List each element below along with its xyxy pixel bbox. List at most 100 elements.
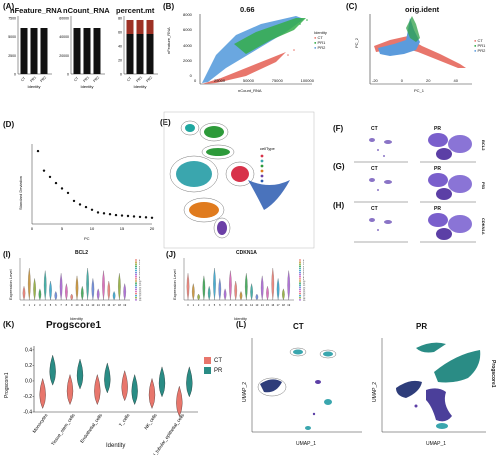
- panel-e-umap: cellType: [163, 111, 315, 249]
- elbow-point: [144, 216, 148, 219]
- panel-a-xtick: PR1: [135, 75, 143, 83]
- panel-d-xtick: 0: [31, 226, 34, 231]
- panel-c-xlabel: PC_1: [414, 88, 425, 93]
- panel-k-label: (K): [3, 320, 15, 329]
- violin-PR: [186, 366, 193, 398]
- legend-label: 16: [139, 294, 142, 296]
- elbow-point: [72, 199, 76, 203]
- legend-dot: [135, 280, 137, 282]
- legend-label: 7: [139, 275, 141, 277]
- violin-shape: [197, 293, 200, 301]
- panel-a-xlabel: Identity: [134, 84, 147, 89]
- legend-label: 3: [303, 266, 305, 268]
- violin-shape: [202, 275, 206, 301]
- violin-xtick: 13: [255, 303, 258, 307]
- legend-label: 4: [139, 268, 141, 270]
- legend-label: 14: [303, 289, 306, 291]
- panel-k-ytick: 0.4: [25, 347, 32, 353]
- violin-xtick: 13: [91, 303, 94, 307]
- violin-xtick: 12: [86, 303, 89, 307]
- legend-label: 10: [303, 281, 306, 283]
- panel-d-chart: 0 5 10 15 20: [31, 144, 155, 231]
- legend-label: 0: [303, 260, 305, 262]
- legend-dot: [299, 282, 301, 284]
- violin-xtick: 19: [287, 303, 290, 307]
- violin-xtick: 5: [214, 303, 216, 307]
- panel-a-xlabel: Identity: [28, 84, 41, 89]
- legend-dot: [135, 273, 137, 276]
- panel-d-xlabel: PC: [84, 236, 90, 241]
- legend-label: 13: [303, 287, 306, 289]
- legend-dot: [299, 278, 301, 280]
- panel-f-umaps: [354, 133, 476, 163]
- panel-b-xticks: 0 25000 50000 75000 100000: [194, 78, 314, 83]
- elbow-point: [48, 175, 52, 179]
- legend-dot: [299, 275, 301, 278]
- panel-b-title: 0.66: [240, 5, 255, 14]
- violin-shape: [276, 278, 280, 301]
- panel-b-plot: [199, 14, 312, 85]
- elbow-point: [102, 212, 106, 215]
- violin-shape: [49, 280, 52, 301]
- legend-label: 6: [139, 273, 141, 275]
- legend-label: 5: [303, 271, 305, 273]
- legend-dot: [299, 290, 301, 293]
- panel-i-violin: 0 1 2 3 4 5 6 7 8 9 10 11 12 13 14 15 16 17 18 190123456789…: [19, 258, 142, 307]
- panel-a-ytick: 60: [118, 31, 122, 35]
- panel-a-strip-2-group-2: [146, 20, 154, 74]
- panel-b-legend: Identity ● CT ● PR1 ● PR2: [314, 30, 327, 50]
- violin-xtick: 18: [118, 303, 121, 307]
- violin-shape: [38, 288, 42, 301]
- violin-xtick: 4: [44, 303, 46, 307]
- elbow-point: [78, 203, 82, 206]
- legend-label: 7: [303, 275, 305, 277]
- legend-label: 2: [139, 264, 141, 266]
- violin-xtick: 4: [208, 303, 210, 307]
- violin-shape: [287, 270, 290, 301]
- legend-dot: [299, 273, 301, 276]
- violin-shape: [282, 288, 285, 301]
- violin-shape: [123, 283, 126, 301]
- legend-label: 2: [303, 264, 305, 266]
- elbow-point: [114, 213, 118, 217]
- violin-PR: [76, 358, 84, 390]
- panel-k-category-label: Monocytes: [32, 412, 49, 434]
- panel-a-title-1: nCount_RNA: [63, 6, 110, 15]
- panel-a-strip-1-group-2: [93, 28, 101, 74]
- panel-k-ytick: 0.2: [25, 363, 32, 369]
- elbow-point: [126, 214, 130, 218]
- violin-shape: [43, 270, 47, 301]
- violin-shape: [96, 288, 100, 301]
- legend-label: 16: [303, 294, 306, 296]
- panel-l-left-xlabel: UMAP_1: [296, 441, 317, 447]
- panel-l-right-title: PR: [416, 322, 428, 331]
- legend-label: 8: [303, 277, 305, 279]
- legend-dot: [299, 269, 301, 272]
- panel-i-ylabel: Expression Level: [8, 269, 13, 300]
- legend-dot: [299, 259, 301, 261]
- violin-xtick: 6: [55, 303, 57, 307]
- legend-dot: [135, 263, 137, 266]
- legend-dot: [135, 284, 137, 287]
- violin-xtick: 9: [235, 303, 237, 307]
- legend-label: 11: [139, 283, 142, 285]
- legend-label: 1: [139, 262, 141, 264]
- panel-a-strip-0-group-2: [40, 28, 48, 74]
- violin-shape: [54, 291, 58, 301]
- violin-xtick: 11: [81, 303, 84, 307]
- panel-g-left: CT: [371, 166, 378, 172]
- panel-h-umaps: [354, 213, 476, 243]
- violin-shape: [33, 278, 36, 301]
- panel-a-ytick: 40: [118, 45, 122, 49]
- panel-f-left: CT: [371, 126, 378, 132]
- elbow-point: [84, 205, 88, 209]
- violin-CT: [39, 377, 46, 409]
- panel-a-xtick: PR2: [92, 75, 100, 83]
- legend-label: 4: [303, 268, 305, 270]
- legend-label: 9: [139, 279, 141, 281]
- violin-xtick: 15: [102, 303, 105, 307]
- violin-shape: [250, 283, 253, 301]
- legend-dot: [299, 299, 301, 301]
